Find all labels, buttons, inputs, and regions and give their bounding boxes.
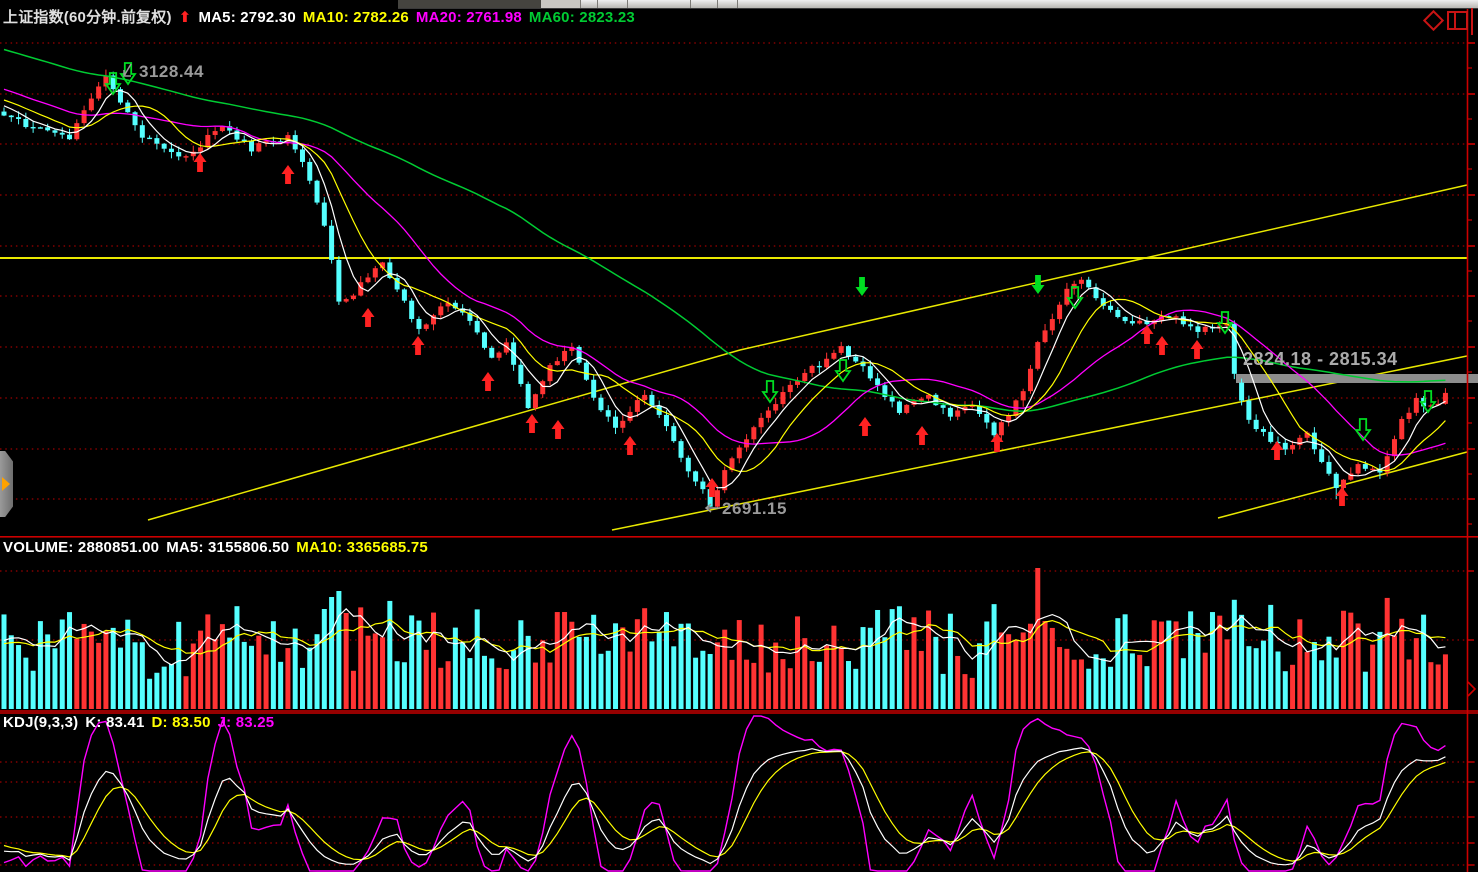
window-edge-divider (627, 0, 628, 8)
ma20-value: MA20: 2761.98 (415, 9, 522, 26)
background-window-edge (398, 0, 1478, 9)
gridlines (0, 42, 1478, 866)
ma5-value: MA5: 2792.30 (198, 9, 296, 26)
kdj-j-value: J: 83.25 (217, 714, 275, 731)
split-window-icon[interactable] (1447, 11, 1468, 30)
kdj-d-value: D: 83.50 (151, 714, 211, 731)
label-markers (123, 63, 720, 513)
kdj-lines (3, 715, 1446, 872)
window-edge-divider (597, 0, 598, 8)
gap-range-label: 2824.18 - 2815.34 (1243, 349, 1398, 369)
trendlines (0, 184, 1468, 531)
peak-price-label: 3128.44 (139, 62, 204, 81)
price-gap-bar (1236, 374, 1478, 383)
red-marker-line (1471, 8, 1473, 35)
panel-expand-handle[interactable] (0, 451, 13, 517)
window-edge-divider (737, 0, 738, 8)
expand-arrow-icon (2, 477, 10, 491)
candlesticks (1, 69, 1448, 508)
trade-signal-arrows (104, 62, 1437, 506)
kdj-params-label: KDJ(9,3,3) (3, 714, 79, 731)
volume-ma10-value: MA10: 3365685.75 (296, 539, 428, 556)
symbol-period-title: 上证指数(60分钟.前复权) (3, 9, 172, 26)
split-window-bar (1454, 13, 1456, 28)
window-edge-mid-segment (541, 0, 580, 8)
moving-average-lines (3, 48, 1446, 489)
window-edge-divider (580, 0, 581, 8)
volume-ma5-value: MA5: 3155806.50 (166, 539, 290, 556)
volume-pane-header: VOLUME: 2880851.00 MA5: 3155806.50 MA10: 3… (3, 539, 435, 556)
main-chart-header: 上证指数(60分钟.前复权) ⬆ MA5: 2792.30 MA10: 2782.26… (3, 6, 642, 27)
volume-ma-lines (3, 607, 1446, 666)
kdj-pane-header: KDJ(9,3,3) K: 83.41 D: 83.50 J: 83.25 (3, 714, 281, 731)
window-edge-divider (690, 0, 691, 8)
right-price-axis (1466, 9, 1477, 872)
ma10-value: MA10: 2782.26 (302, 9, 409, 26)
volume-bars (1, 568, 1448, 709)
up-arrow-icon: ⬆ (178, 9, 192, 26)
window-edge-divider (717, 0, 718, 8)
trough-price-label: 2691.15 (722, 499, 787, 518)
kdj-k-value: K: 83.41 (85, 714, 145, 731)
volume-value: VOLUME: 2880851.00 (3, 539, 160, 556)
window-edge-dark-segment (398, 0, 580, 8)
ma60-value: MA60: 2823.23 (528, 9, 635, 26)
